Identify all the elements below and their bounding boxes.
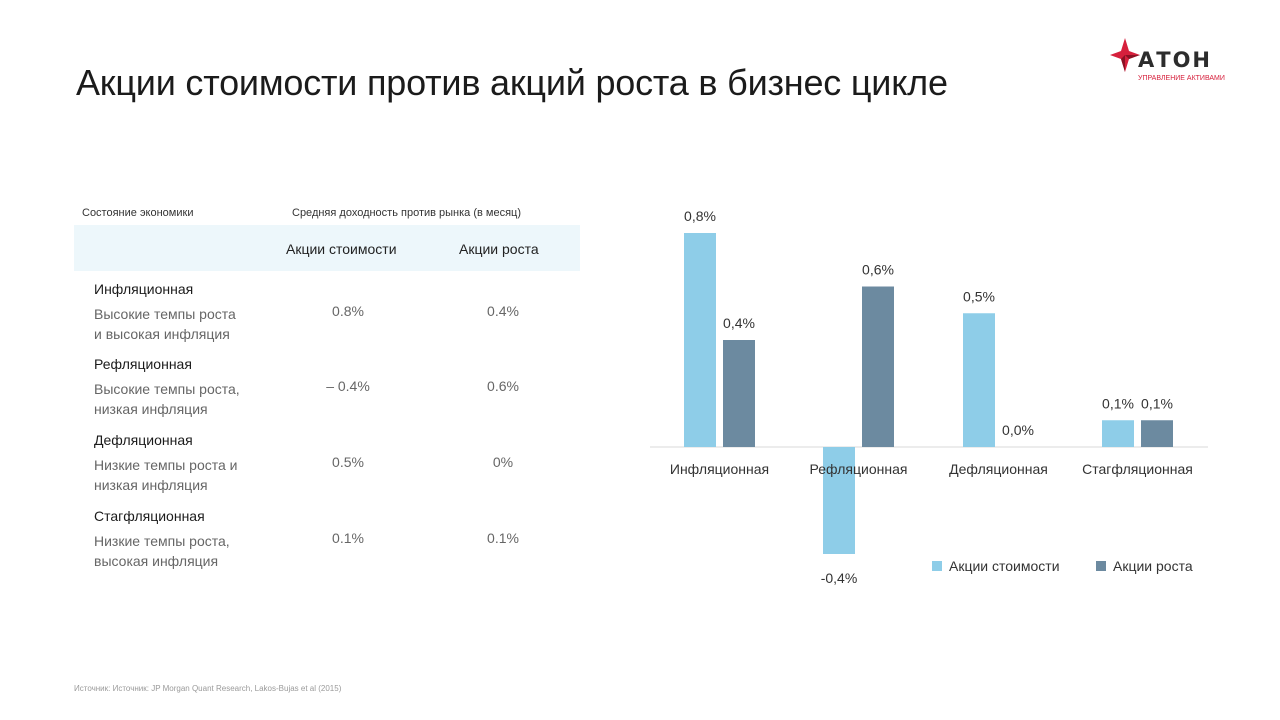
category-label: Инфляционная: [670, 461, 769, 477]
row-desc-line2: и высокая инфляция: [94, 326, 230, 342]
bar-value-2: [963, 313, 995, 447]
bar-chart: 0,8% 0,4% Инфляционная -0,4% 0,6% Рефляционна…: [650, 208, 1208, 586]
data-label: 0,4%: [723, 315, 755, 331]
category-label: Дефляционная: [949, 461, 1048, 477]
legend-label-value: Акции стоимости: [949, 558, 1060, 574]
row-desc-line2: низкая инфляция: [94, 401, 208, 417]
row-growth-stocks: 0.4%: [487, 303, 519, 319]
data-label: 0,6%: [862, 262, 894, 278]
source-note: Источник: Источник: JP Morgan Quant Rese…: [74, 684, 342, 693]
data-label: 0,1%: [1141, 395, 1173, 411]
table-header-returns: Средняя доходность против рынка (в месяц…: [292, 207, 522, 219]
data-label: 0,5%: [963, 288, 995, 304]
column-header-value: Акции стоимости: [286, 241, 397, 257]
bar-growth-1: [862, 286, 894, 447]
data-label: 0,8%: [684, 208, 716, 224]
row-growth-stocks: 0.1%: [487, 530, 519, 546]
bar-value-3: [1102, 420, 1134, 447]
brand-logo: АТОН УПРАВЛЕНИЕ АКТИВАМИ: [1110, 36, 1230, 86]
row-growth-stocks: 0%: [492, 454, 514, 470]
bar-growth-0: [723, 340, 755, 447]
row-growth-stocks: 0.6%: [487, 378, 519, 394]
legend-label-growth: Акции роста: [1113, 558, 1193, 574]
column-header-growth: Акции роста: [459, 241, 539, 257]
row-title: Инфляционная: [94, 281, 194, 297]
logo-subtitle: УПРАВЛЕНИЕ АКТИВАМИ: [1138, 75, 1225, 82]
legend-item-growth: Акции роста: [1096, 558, 1193, 574]
legend-swatch-growth: [1096, 561, 1106, 571]
logo-star-icon: [1110, 38, 1140, 72]
bar-growth-3: [1141, 420, 1173, 447]
table-header-state: Состояние экономики: [82, 207, 194, 219]
data-label: -0,4%: [821, 570, 858, 586]
row-title: Дефляционная: [94, 432, 193, 448]
category-label: Рефляционная: [810, 461, 908, 477]
row-desc-line2: низкая инфляция: [94, 477, 208, 493]
bar-value-1: [823, 447, 855, 554]
category-label: Стагфляционная: [1082, 461, 1193, 477]
table-column-header-band: [74, 225, 580, 271]
row-value-stocks: 0.8%: [332, 303, 364, 319]
bar-value-0: [684, 233, 716, 447]
row-desc-line1: Высокие темпы роста,: [94, 381, 240, 397]
row-desc-line1: Высокие темпы роста: [94, 306, 236, 322]
row-value-stocks: – 0.4%: [326, 378, 370, 394]
logo-word: АТОН: [1138, 48, 1213, 72]
row-title: Стагфляционная: [94, 508, 205, 524]
row-value-stocks: 0.5%: [332, 454, 364, 470]
data-label: 0,1%: [1102, 395, 1134, 411]
row-value-stocks: 0.1%: [332, 530, 364, 546]
row-desc-line2: высокая инфляция: [94, 553, 219, 569]
legend-swatch-value: [932, 561, 942, 571]
row-title: Рефляционная: [94, 356, 192, 372]
row-desc-line1: Низкие темпы роста и: [94, 457, 238, 473]
legend-item-value: Акции стоимости: [932, 558, 1060, 574]
row-desc-line1: Низкие темпы роста,: [94, 533, 230, 549]
slide-title: Акции стоимости против акций роста в биз…: [76, 62, 948, 103]
data-label: 0,0%: [1002, 422, 1034, 438]
